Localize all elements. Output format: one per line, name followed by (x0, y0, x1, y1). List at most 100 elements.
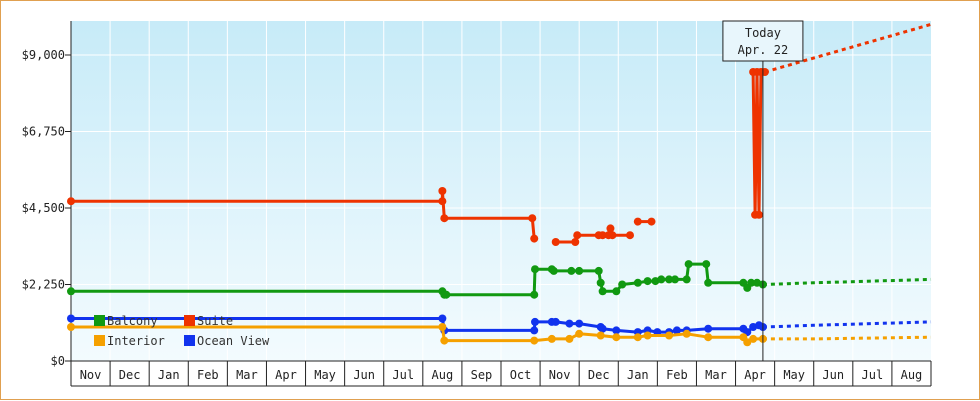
data-point-ocean-view (67, 314, 75, 323)
x-tick-label: Jul (392, 368, 414, 382)
x-tick-label: Dec (588, 368, 610, 382)
legend-swatch-suite (184, 315, 195, 326)
data-point-interior (67, 323, 75, 331)
data-point-balcony (530, 290, 539, 299)
series-balcony (67, 260, 932, 299)
today-date-label: Apr. 22 (738, 43, 789, 57)
data-point-ocean-view (612, 326, 621, 335)
x-tick-label: Jun (822, 368, 844, 382)
x-tick-label: Dec (119, 368, 141, 382)
data-point-balcony (612, 287, 621, 296)
data-point-suite (608, 231, 617, 240)
x-tick-label: Mar (236, 368, 258, 382)
data-point-suite (571, 238, 580, 246)
forecast-line-balcony (762, 277, 932, 286)
legend-label-ocean-view: Ocean View (197, 334, 270, 348)
today-marker: Today Apr. 22 (722, 20, 804, 361)
data-point-suite (438, 197, 447, 206)
data-point-balcony (596, 278, 605, 287)
data-point-suite (626, 231, 634, 240)
x-tick-label: Sep (471, 368, 493, 382)
y-tick-label: $0 (51, 354, 65, 368)
data-point-balcony (665, 275, 674, 284)
data-point-balcony (531, 265, 540, 274)
data-point-balcony (575, 266, 584, 275)
data-point-ocean-view (551, 317, 560, 326)
data-point-suite (530, 234, 539, 243)
forecast-line-interior (762, 335, 932, 341)
x-tick-label: May (783, 368, 805, 382)
data-point-balcony (549, 266, 558, 275)
x-tick-label: Jan (627, 368, 649, 382)
legend-label-balcony: Balcony (107, 314, 158, 328)
legend-swatch-balcony (94, 315, 105, 326)
data-point-ocean-view (531, 317, 540, 326)
legend-label-interior: Interior (107, 334, 165, 348)
data-point-balcony (682, 275, 691, 284)
x-tick-label: Jul (862, 368, 884, 382)
data-point-interior (575, 329, 584, 338)
data-point-suite (755, 210, 763, 219)
data-point-suite (647, 217, 656, 226)
data-point-interior (565, 334, 574, 343)
data-point-interior (438, 323, 447, 331)
data-point-balcony (633, 278, 642, 287)
y-tick-label: $4,500 (22, 201, 65, 215)
data-point-interior (596, 331, 605, 340)
y-tick-label: $6,750 (22, 125, 65, 139)
data-point-ocean-view (438, 314, 447, 323)
today-label: Today (745, 26, 781, 40)
data-point-suite (606, 224, 615, 233)
data-point-suite (528, 214, 537, 223)
data-point-ocean-view (672, 326, 681, 335)
series-interior (67, 323, 932, 347)
data-point-balcony (67, 287, 75, 296)
today-label-box (722, 20, 804, 62)
x-tick-label: Feb (197, 368, 219, 382)
data-point-suite (438, 187, 447, 195)
data-point-balcony (618, 280, 627, 289)
x-tick-label: Nov (549, 368, 571, 382)
data-point-interior (643, 331, 652, 340)
data-point-interior (612, 333, 621, 342)
x-tick-label: May (314, 368, 336, 382)
legend-label-suite: Suite (197, 314, 233, 328)
x-tick-label: Apr (275, 368, 297, 382)
data-point-balcony (442, 290, 451, 299)
data-point-suite (551, 238, 560, 246)
data-point-suite (440, 214, 449, 223)
data-point-interior (633, 333, 642, 342)
data-point-suite (598, 231, 607, 240)
data-point-suite (633, 217, 642, 226)
data-point-balcony (747, 278, 756, 287)
forecast-line-ocean-view (762, 320, 932, 329)
data-point-balcony (684, 260, 693, 269)
x-tick-label: Nov (80, 368, 102, 382)
data-point-interior (547, 334, 556, 343)
legend-swatch-ocean-view (184, 335, 195, 346)
legend: Balcony Suite Interior Ocean View (94, 314, 270, 348)
x-tick-label: Apr (744, 368, 766, 382)
data-point-suite (573, 231, 582, 240)
y-tick-label: $2,250 (22, 278, 65, 292)
data-point-ocean-view (565, 319, 574, 328)
data-point-balcony (567, 266, 576, 275)
data-point-ocean-view (704, 324, 713, 333)
data-point-interior (665, 331, 674, 340)
x-tick-label: Jan (158, 368, 180, 382)
series-line-balcony (71, 262, 764, 297)
data-point-interior (440, 336, 449, 345)
x-tick-label: Oct (510, 368, 532, 382)
x-tick-label: Feb (666, 368, 688, 382)
data-point-ocean-view (598, 324, 607, 333)
data-point-interior (704, 333, 713, 342)
x-tick-label: Aug (901, 368, 923, 382)
data-point-ocean-view (575, 319, 584, 328)
data-point-balcony (704, 278, 713, 287)
x-tick-label: Mar (705, 368, 727, 382)
data-point-suite (67, 197, 75, 206)
legend-swatch-interior (94, 335, 105, 346)
data-point-interior (530, 336, 539, 345)
x-tick-label: Jun (353, 368, 375, 382)
